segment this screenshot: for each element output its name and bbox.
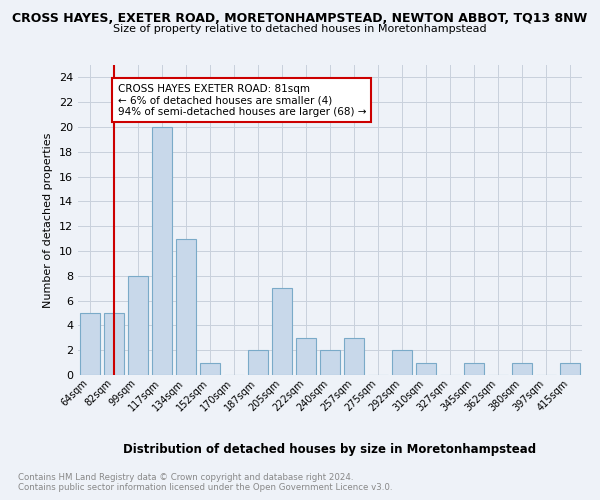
Text: Contains HM Land Registry data © Crown copyright and database right 2024.: Contains HM Land Registry data © Crown c… xyxy=(18,472,353,482)
Bar xyxy=(296,338,316,375)
Bar xyxy=(152,127,172,375)
Bar xyxy=(248,350,268,375)
Bar xyxy=(512,362,532,375)
Text: CROSS HAYES EXETER ROAD: 81sqm
← 6% of detached houses are smaller (4)
94% of se: CROSS HAYES EXETER ROAD: 81sqm ← 6% of d… xyxy=(118,84,366,117)
Bar xyxy=(176,238,196,375)
Bar xyxy=(128,276,148,375)
Bar xyxy=(392,350,412,375)
Bar xyxy=(320,350,340,375)
Bar xyxy=(80,313,100,375)
Bar xyxy=(200,362,220,375)
Text: Distribution of detached houses by size in Moretonhampstead: Distribution of detached houses by size … xyxy=(124,442,536,456)
Bar xyxy=(416,362,436,375)
Y-axis label: Number of detached properties: Number of detached properties xyxy=(43,132,53,308)
Text: CROSS HAYES, EXETER ROAD, MORETONHAMPSTEAD, NEWTON ABBOT, TQ13 8NW: CROSS HAYES, EXETER ROAD, MORETONHAMPSTE… xyxy=(13,12,587,26)
Bar xyxy=(464,362,484,375)
Text: Size of property relative to detached houses in Moretonhampstead: Size of property relative to detached ho… xyxy=(113,24,487,34)
Text: Contains public sector information licensed under the Open Government Licence v3: Contains public sector information licen… xyxy=(18,482,392,492)
Bar xyxy=(104,313,124,375)
Bar xyxy=(560,362,580,375)
Bar xyxy=(272,288,292,375)
Bar xyxy=(344,338,364,375)
